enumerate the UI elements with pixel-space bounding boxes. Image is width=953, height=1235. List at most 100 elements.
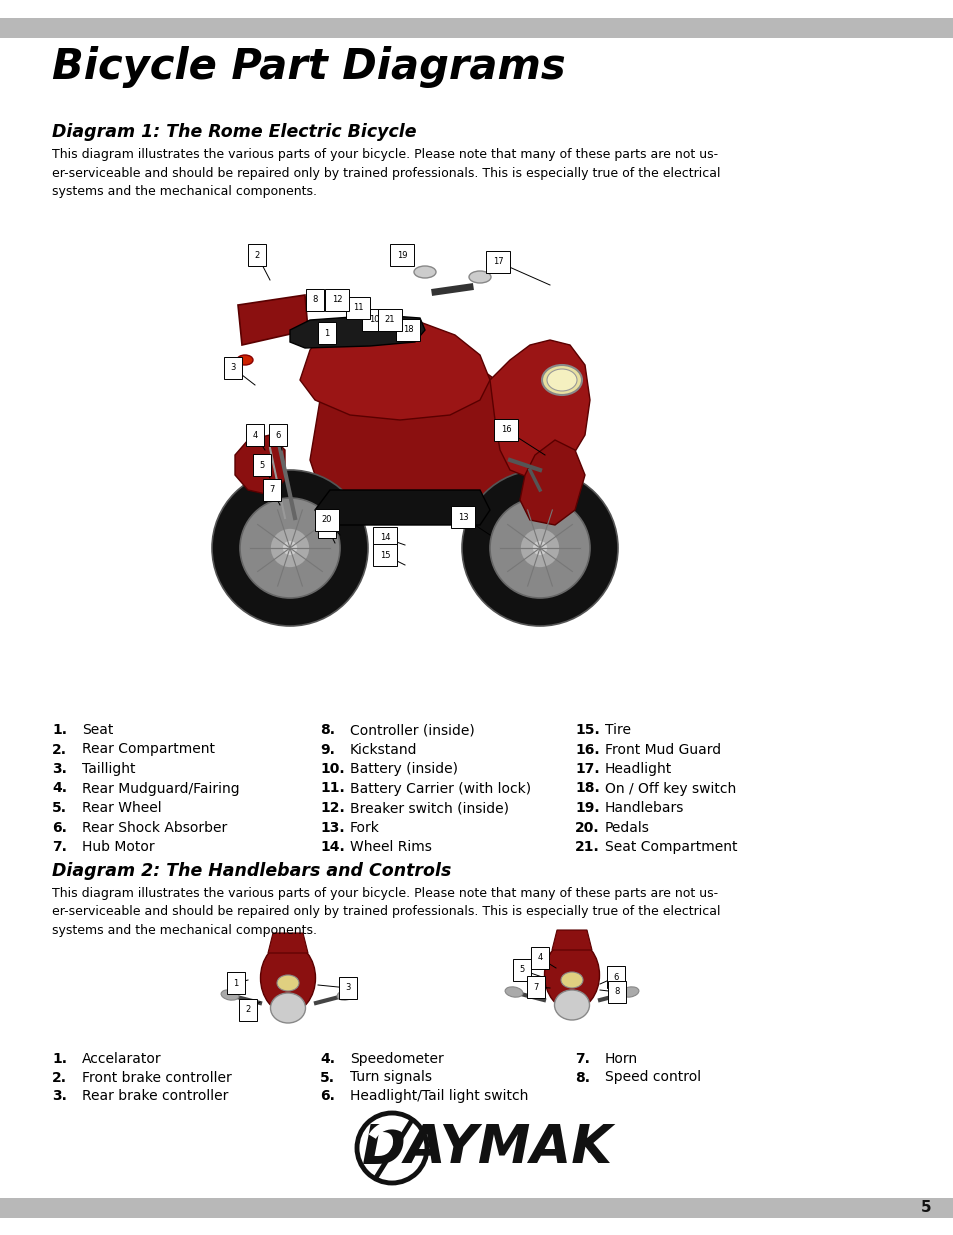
Ellipse shape [469,270,491,283]
Text: 16.: 16. [575,742,599,757]
Ellipse shape [336,989,355,1000]
Text: 8: 8 [312,295,317,305]
Text: 4: 4 [253,431,257,440]
Text: Controller (inside): Controller (inside) [350,722,475,737]
Text: Breaker switch (inside): Breaker switch (inside) [350,802,509,815]
Ellipse shape [544,940,598,1010]
Text: Bicycle Part Diagrams: Bicycle Part Diagrams [52,46,565,88]
Polygon shape [234,435,285,495]
Text: 6: 6 [275,431,280,440]
Text: Kickstand: Kickstand [350,742,417,757]
Text: This diagram illustrates the various parts of your bicycle. Please note that man: This diagram illustrates the various par… [52,148,720,198]
Polygon shape [268,932,308,953]
Text: Rear Compartment: Rear Compartment [82,742,214,757]
Ellipse shape [221,989,238,1000]
Text: Rear Shock Absorber: Rear Shock Absorber [82,820,227,835]
Text: 5: 5 [259,461,264,469]
Text: 20: 20 [321,515,332,525]
Text: 19: 19 [396,251,407,259]
Circle shape [270,529,310,568]
Polygon shape [0,19,953,38]
Polygon shape [519,440,584,525]
Text: Diagram 2: The Handlebars and Controls: Diagram 2: The Handlebars and Controls [52,862,451,881]
Ellipse shape [560,972,582,988]
Text: 18: 18 [402,326,413,335]
Text: DAYMAK: DAYMAK [361,1123,612,1174]
Text: Handlebars: Handlebars [604,802,683,815]
Text: 1: 1 [324,329,330,337]
Text: 21: 21 [384,315,395,325]
Text: Speedometer: Speedometer [350,1052,443,1066]
Text: 11: 11 [353,304,363,312]
Text: 6.: 6. [319,1089,335,1103]
Text: Turn signals: Turn signals [350,1071,432,1084]
Text: Speed control: Speed control [604,1071,700,1084]
Ellipse shape [414,266,436,278]
Text: 12.: 12. [319,802,344,815]
Text: 5: 5 [518,966,524,974]
Text: 4: 4 [537,953,542,962]
Ellipse shape [546,369,577,391]
Text: Fork: Fork [350,820,379,835]
Text: 8.: 8. [319,722,335,737]
Polygon shape [0,1198,953,1218]
Text: Horn: Horn [604,1052,638,1066]
Text: 15: 15 [379,551,390,559]
Text: 10: 10 [369,315,379,325]
Text: Tire: Tire [604,722,630,737]
Text: 17: 17 [492,258,503,267]
Text: Battery (inside): Battery (inside) [350,762,457,776]
Text: 2.: 2. [52,1071,67,1084]
Circle shape [461,471,618,626]
Polygon shape [237,295,308,345]
Text: 20.: 20. [575,820,599,835]
Text: 2: 2 [245,1005,251,1014]
Text: 8: 8 [614,988,619,997]
Text: 4.: 4. [52,782,67,795]
Text: 3.: 3. [52,1089,67,1103]
Text: Headlight: Headlight [604,762,672,776]
Text: 18.: 18. [575,782,599,795]
Text: Diagram 1: The Rome Electric Bicycle: Diagram 1: The Rome Electric Bicycle [52,124,416,141]
Text: 14: 14 [379,534,390,542]
Text: 7.: 7. [52,840,67,853]
Text: Rear Wheel: Rear Wheel [82,802,161,815]
Text: 10.: 10. [319,762,344,776]
Text: 1.: 1. [52,1052,67,1066]
Polygon shape [299,317,490,420]
Text: 2.: 2. [52,742,67,757]
Ellipse shape [236,354,253,366]
Text: 5.: 5. [319,1071,335,1084]
Text: 12: 12 [332,295,342,305]
Text: 7.: 7. [575,1052,589,1066]
Text: 3.: 3. [52,762,67,776]
Text: 1: 1 [233,978,238,988]
Text: Hub Motor: Hub Motor [82,840,154,853]
Text: Battery Carrier (with lock): Battery Carrier (with lock) [350,782,531,795]
Ellipse shape [620,987,639,997]
Text: Front brake controller: Front brake controller [82,1071,232,1084]
Circle shape [490,498,589,598]
Text: 5: 5 [920,1200,930,1215]
Circle shape [240,498,339,598]
Circle shape [532,540,547,556]
Ellipse shape [541,366,581,395]
Text: 3: 3 [345,983,351,993]
Text: 4.: 4. [319,1052,335,1066]
Polygon shape [290,315,424,348]
Text: 16: 16 [500,426,511,435]
Text: 14.: 14. [319,840,344,853]
Text: Pedals: Pedals [604,820,649,835]
Circle shape [519,529,559,568]
Text: 11.: 11. [319,782,344,795]
Ellipse shape [271,993,305,1023]
Text: 5.: 5. [52,802,67,815]
Text: 21.: 21. [575,840,599,853]
Text: Accelarator: Accelarator [82,1052,161,1066]
Text: 3: 3 [230,363,235,373]
Text: 2: 2 [254,251,259,259]
Text: 19.: 19. [575,802,599,815]
Text: 1.: 1. [52,722,67,737]
Text: This diagram illustrates the various parts of your bicycle. Please note that man: This diagram illustrates the various par… [52,887,720,937]
Text: 7: 7 [533,983,538,992]
